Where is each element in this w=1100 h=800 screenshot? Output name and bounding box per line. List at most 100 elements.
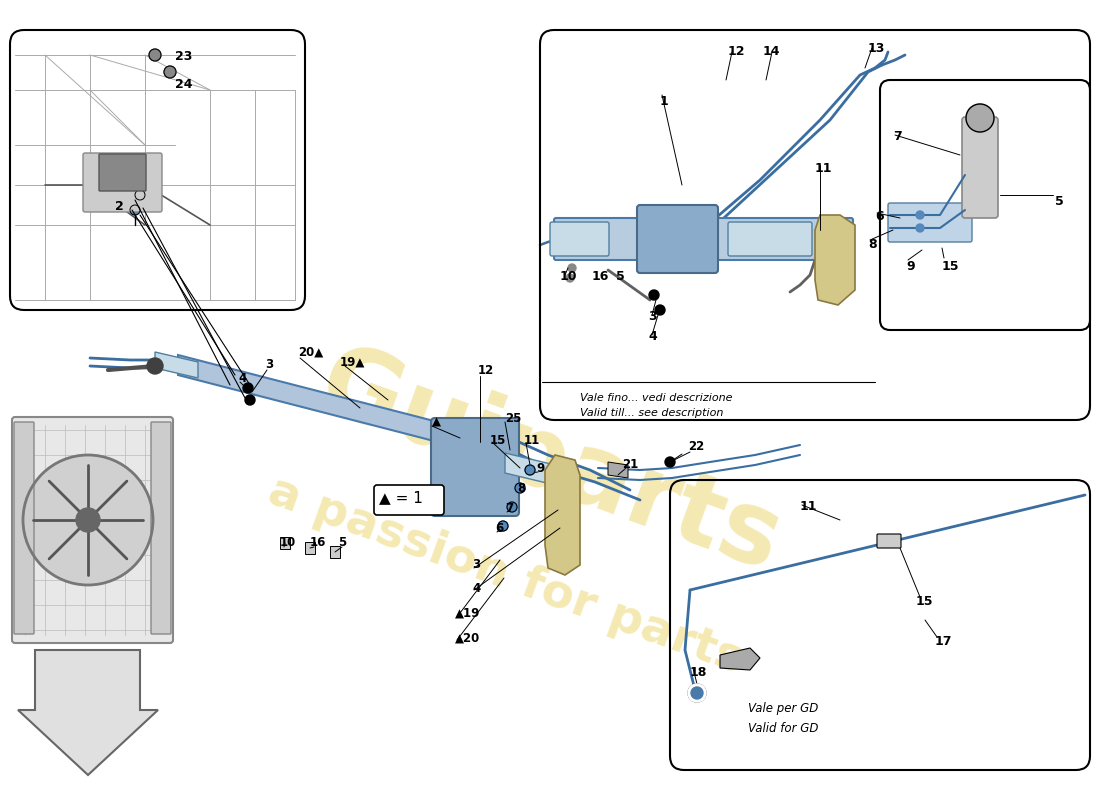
Circle shape xyxy=(566,274,574,282)
Text: 11: 11 xyxy=(815,162,833,175)
Circle shape xyxy=(23,455,153,585)
Circle shape xyxy=(125,175,135,185)
Circle shape xyxy=(515,483,525,493)
Polygon shape xyxy=(178,355,501,458)
Text: 10: 10 xyxy=(280,537,296,550)
Text: Vale fino... vedi descrizione: Vale fino... vedi descrizione xyxy=(580,393,733,403)
Circle shape xyxy=(135,190,145,200)
Circle shape xyxy=(507,502,517,512)
Polygon shape xyxy=(815,215,855,305)
Text: 11: 11 xyxy=(800,500,817,513)
FancyBboxPatch shape xyxy=(877,534,901,548)
Circle shape xyxy=(525,465,535,475)
Circle shape xyxy=(688,684,706,702)
Text: 17: 17 xyxy=(935,635,953,648)
Text: 1: 1 xyxy=(660,95,669,108)
Circle shape xyxy=(666,457,675,467)
Text: 15: 15 xyxy=(942,260,959,273)
Text: 9: 9 xyxy=(906,260,914,273)
Text: 11: 11 xyxy=(524,434,540,446)
FancyBboxPatch shape xyxy=(12,417,173,643)
Text: 24: 24 xyxy=(175,78,192,91)
Text: 3: 3 xyxy=(265,358,273,371)
Text: 5: 5 xyxy=(616,270,625,283)
FancyBboxPatch shape xyxy=(962,117,998,218)
Text: 10: 10 xyxy=(560,270,578,283)
Text: 8: 8 xyxy=(517,482,526,494)
Text: 4: 4 xyxy=(472,582,481,594)
Text: 18: 18 xyxy=(690,666,707,679)
Circle shape xyxy=(76,508,100,532)
Text: ▲20: ▲20 xyxy=(455,631,481,645)
Circle shape xyxy=(147,358,163,374)
Circle shape xyxy=(966,104,994,132)
Text: 22: 22 xyxy=(688,441,704,454)
FancyBboxPatch shape xyxy=(637,205,718,273)
Text: 16: 16 xyxy=(310,537,327,550)
Text: 23: 23 xyxy=(175,50,192,63)
FancyBboxPatch shape xyxy=(330,546,340,558)
FancyBboxPatch shape xyxy=(82,153,162,212)
Text: 4: 4 xyxy=(648,330,657,343)
Text: Vale per GD: Vale per GD xyxy=(748,702,818,715)
FancyBboxPatch shape xyxy=(431,418,519,516)
Text: 20▲: 20▲ xyxy=(298,346,323,358)
Circle shape xyxy=(568,264,576,272)
Polygon shape xyxy=(544,455,580,575)
Text: 21: 21 xyxy=(621,458,638,471)
Text: 4: 4 xyxy=(238,371,246,385)
Circle shape xyxy=(498,521,508,531)
FancyBboxPatch shape xyxy=(374,485,444,515)
Text: 14: 14 xyxy=(763,45,781,58)
Polygon shape xyxy=(18,650,158,775)
Text: a passion for parts: a passion for parts xyxy=(262,469,750,683)
Text: 15: 15 xyxy=(916,595,934,608)
FancyBboxPatch shape xyxy=(305,542,315,554)
Circle shape xyxy=(654,305,666,315)
Text: 7: 7 xyxy=(893,130,902,143)
Text: Guiparts: Guiparts xyxy=(307,336,793,592)
Text: 19▲: 19▲ xyxy=(340,355,365,369)
Text: Valid till... see description: Valid till... see description xyxy=(580,408,724,418)
FancyBboxPatch shape xyxy=(14,422,34,634)
Circle shape xyxy=(649,290,659,300)
FancyBboxPatch shape xyxy=(151,422,170,634)
Text: 2: 2 xyxy=(116,200,123,213)
Text: 12: 12 xyxy=(728,45,746,58)
Text: 12: 12 xyxy=(478,363,494,377)
Circle shape xyxy=(688,684,706,702)
Text: 3: 3 xyxy=(472,558,480,571)
Circle shape xyxy=(916,211,924,219)
Text: ▲: ▲ xyxy=(432,415,441,429)
Text: 6: 6 xyxy=(495,522,504,534)
FancyBboxPatch shape xyxy=(888,203,972,242)
Text: Valid for GD: Valid for GD xyxy=(748,722,818,735)
Text: 15: 15 xyxy=(490,434,506,446)
Polygon shape xyxy=(720,648,760,670)
Text: 3: 3 xyxy=(648,310,657,323)
Circle shape xyxy=(916,224,924,232)
Text: 6: 6 xyxy=(874,210,883,223)
Text: 16: 16 xyxy=(592,270,609,283)
Circle shape xyxy=(148,49,161,61)
Circle shape xyxy=(130,205,140,215)
Text: 9: 9 xyxy=(536,462,544,474)
Text: 5: 5 xyxy=(338,537,346,550)
Circle shape xyxy=(691,687,703,699)
Polygon shape xyxy=(505,453,556,485)
Polygon shape xyxy=(155,352,198,378)
Circle shape xyxy=(245,395,255,405)
Circle shape xyxy=(243,383,253,393)
FancyBboxPatch shape xyxy=(728,222,812,256)
Text: 13: 13 xyxy=(868,42,886,55)
Text: 25: 25 xyxy=(505,411,521,425)
Text: 7: 7 xyxy=(505,502,513,514)
FancyBboxPatch shape xyxy=(554,218,852,260)
FancyBboxPatch shape xyxy=(280,537,290,549)
Text: 8: 8 xyxy=(868,238,877,251)
Text: ▲19: ▲19 xyxy=(455,606,481,619)
Circle shape xyxy=(164,66,176,78)
Polygon shape xyxy=(608,462,628,478)
FancyBboxPatch shape xyxy=(99,154,146,191)
Text: 5: 5 xyxy=(1055,195,1064,208)
